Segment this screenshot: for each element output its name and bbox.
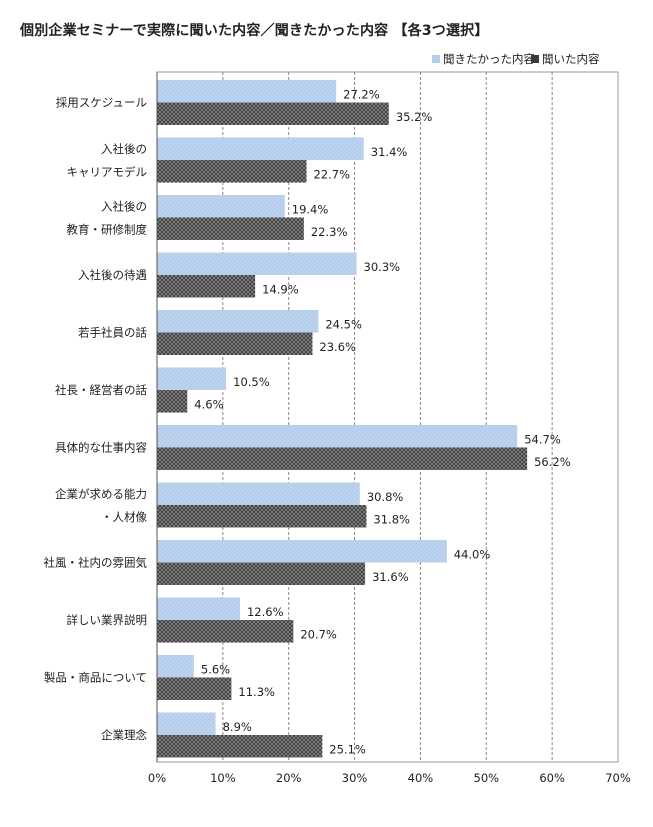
data-label: 12.6% — [247, 605, 284, 619]
x-tick-label: 10% — [210, 771, 236, 785]
legend-swatch-wanted — [432, 55, 440, 63]
x-tick-label: 0% — [148, 771, 166, 785]
data-label: 5.6% — [201, 662, 230, 676]
bar-wanted — [157, 712, 216, 735]
data-label: 31.4% — [371, 145, 408, 159]
bar-wanted — [157, 425, 518, 448]
legend-item-heard: 聞いた内容 — [531, 51, 600, 67]
bar-heard — [157, 677, 232, 700]
x-tick-label: 50% — [474, 771, 500, 785]
data-label: 19.4% — [292, 202, 329, 216]
bar-heard — [157, 562, 366, 585]
bar-heard — [157, 160, 307, 183]
bar-heard — [157, 505, 367, 528]
bar-wanted — [157, 252, 357, 275]
category-label: 企業が求める能力 — [55, 487, 147, 501]
category-label: 社風・社内の雰囲気 — [44, 556, 148, 570]
data-label: 31.8% — [373, 512, 410, 526]
data-label: 54.7% — [524, 432, 561, 446]
data-label: 25.1% — [329, 742, 366, 756]
bar-wanted — [157, 137, 364, 160]
legend-label-heard: 聞いた内容 — [542, 52, 600, 66]
x-tick-label: 30% — [342, 771, 368, 785]
data-label: 56.2% — [534, 455, 571, 469]
data-label: 35.2% — [396, 110, 433, 124]
data-label: 14.9% — [262, 282, 299, 296]
x-tick-label: 40% — [408, 771, 434, 785]
category-label: 入社後の — [101, 142, 147, 156]
legend: 聞きたかった内容 聞いた内容 — [0, 51, 653, 69]
data-label: 30.8% — [367, 490, 404, 504]
data-label: 30.3% — [364, 260, 401, 274]
category-label: 入社後の — [101, 200, 147, 214]
data-label: 24.5% — [325, 317, 362, 331]
category-label: ・人材像 — [101, 510, 147, 524]
data-label: 23.6% — [319, 340, 356, 354]
bar-wanted — [157, 597, 240, 620]
chart-title: 個別企業セミナーで実際に聞いた内容／聞きたかった内容 【各3つ選択】 — [20, 23, 489, 39]
bar-heard — [157, 217, 304, 240]
bar-wanted — [157, 655, 194, 678]
bar-wanted — [157, 540, 447, 563]
bar-wanted — [157, 367, 227, 390]
category-label: 詳しい業界説明 — [67, 613, 148, 627]
bar-heard — [157, 735, 323, 758]
bar-heard — [157, 620, 294, 643]
bar-heard — [157, 275, 256, 298]
x-tick-label: 60% — [539, 771, 565, 785]
category-label: 製品・商品について — [44, 671, 147, 685]
bar-wanted — [157, 195, 285, 218]
data-label: 22.3% — [311, 225, 348, 239]
bar-heard — [157, 390, 188, 413]
data-label: 8.9% — [223, 720, 252, 734]
bar-wanted — [157, 80, 337, 103]
category-label: 採用スケジュール — [56, 96, 147, 110]
category-label: 教育・研修制度 — [67, 223, 148, 237]
data-label: 4.6% — [194, 397, 223, 411]
data-label: 22.7% — [313, 167, 350, 181]
bar-heard — [157, 332, 313, 355]
legend-label-wanted: 聞きたかった内容 — [443, 52, 535, 66]
category-label: 企業理念 — [101, 728, 147, 742]
x-tick-label: 20% — [276, 771, 302, 785]
category-label: 具体的な仕事内容 — [55, 441, 147, 455]
bar-wanted — [157, 310, 319, 333]
bar-heard — [157, 102, 389, 125]
legend-swatch-heard — [531, 55, 539, 63]
data-label: 44.0% — [454, 547, 491, 561]
data-label: 11.3% — [238, 685, 275, 699]
data-label: 10.5% — [233, 375, 270, 389]
category-label: 社長・経営者の話 — [55, 383, 147, 397]
category-label: 若手社員の話 — [78, 326, 147, 340]
data-label: 31.6% — [372, 570, 409, 584]
category-label: 入社後の待遇 — [78, 268, 147, 282]
legend-item-wanted: 聞きたかった内容 — [432, 51, 535, 67]
data-label: 20.7% — [300, 627, 337, 641]
category-label: キャリアモデル — [67, 165, 148, 179]
x-tick-label: 70% — [605, 771, 631, 785]
data-label: 27.2% — [343, 87, 380, 101]
bar-heard — [157, 447, 528, 470]
bar-wanted — [157, 482, 360, 505]
